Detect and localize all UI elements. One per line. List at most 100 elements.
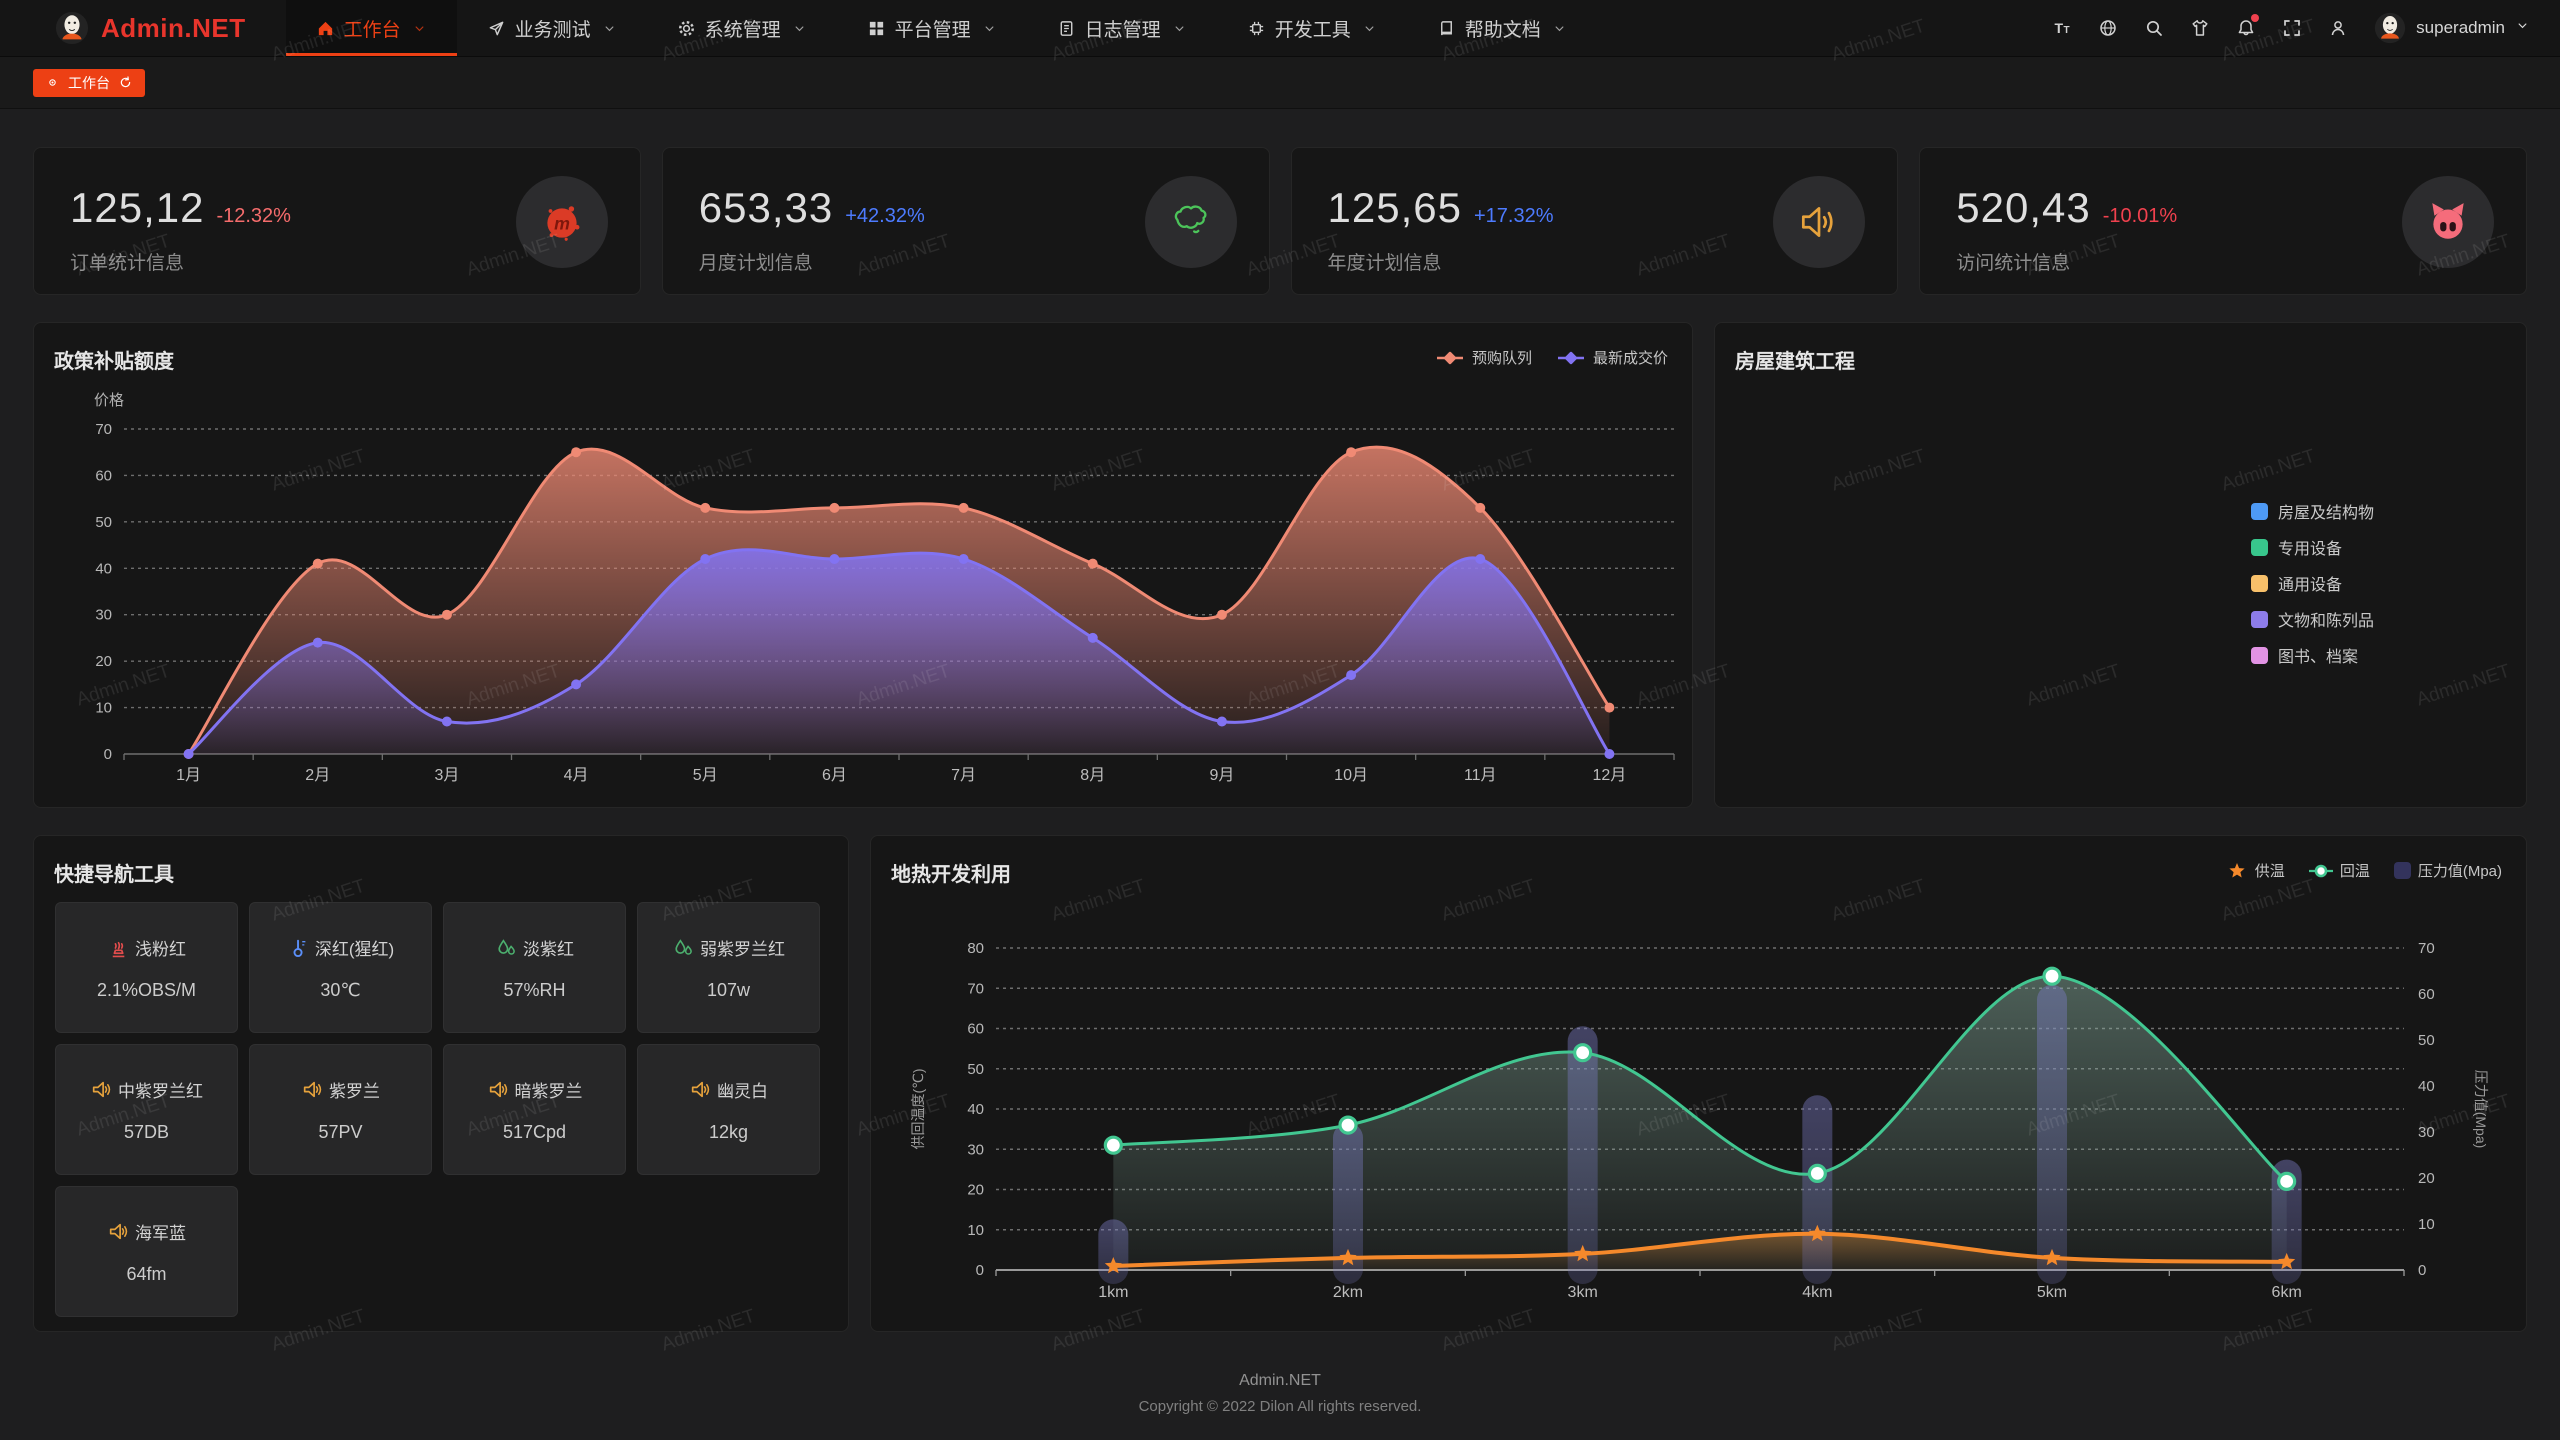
- geothermal-mixed-chart: 0 10 20 30 40 50 60 70 80 0 10 20 30 40 50 60 70 1km 2km 3k…: [910, 940, 2489, 1301]
- stat-card[interactable]: 125,65 +17.32% 年度计划信息: [1290, 147, 1899, 295]
- quick-nav-value: 30℃: [320, 979, 361, 1000]
- legend-item[interactable]: 压力值(Mpa): [2393, 860, 2502, 881]
- quick-nav-card[interactable]: 紫罗兰 57PV: [249, 1044, 432, 1175]
- stat-card[interactable]: 653,33 +42.32% 月度计划信息: [661, 147, 1270, 295]
- stat-label: 访问统计信息: [1956, 253, 2071, 274]
- nav-item-book[interactable]: 帮助文档: [1407, 0, 1597, 56]
- action-search[interactable]: [2136, 10, 2172, 46]
- legend-item[interactable]: 专用设备: [2251, 535, 2374, 559]
- stat-value: 125,65: [1327, 184, 1462, 231]
- legend-item[interactable]: 图书、档案: [2251, 643, 2374, 667]
- svg-text:40: 40: [2418, 1078, 2435, 1095]
- brand-name: Admin.NET: [101, 12, 246, 43]
- panel-subsidy-chart: 政策补贴额度 预购队列 最新成交价 0 10 20 30 40 50 60 70 1月 2月 3月 4月…: [33, 322, 1693, 808]
- nav-item-grid[interactable]: 平台管理: [837, 0, 1027, 56]
- nav-item-send[interactable]: 业务测试: [457, 0, 647, 56]
- legend-label: 预购队列: [1471, 350, 1532, 367]
- brand-logo[interactable]: Admin.NET: [0, 0, 286, 56]
- quick-nav-name: 淡紫红: [523, 939, 574, 959]
- panel-housing-chart: 房屋建筑工程 房屋及结构物 专用设备 通用设备 文物和陈列品 图书、档案: [1714, 322, 2527, 808]
- nav-item-gear[interactable]: 系统管理: [647, 0, 837, 56]
- action-language[interactable]: [2090, 10, 2126, 46]
- star-marker-icon: [2229, 862, 2245, 877]
- nav-item-home[interactable]: 工作台: [285, 0, 457, 56]
- bar-marker-icon: [2393, 862, 2411, 879]
- quick-nav-card[interactable]: 淡紫红 57%RH: [443, 902, 626, 1033]
- workbench-content: 125,12 -12.32% 订单统计信息 m 653,33 +42.32% 月度计划信息 1…: [0, 147, 2560, 1420]
- svg-text:供回温度(℃): 供回温度(℃): [910, 1068, 926, 1149]
- action-bell[interactable]: [2228, 10, 2264, 46]
- action-person[interactable]: [2320, 10, 2356, 46]
- svg-text:9月: 9月: [1209, 767, 1234, 784]
- legend-label: 最新成交价: [1592, 350, 1668, 367]
- charts-row-1: 政策补贴额度 预购队列 最新成交价 0 10 20 30 40 50 60 70 1月 2月 3月 4月…: [33, 322, 2527, 808]
- nav-item-label: 系统管理: [704, 19, 781, 41]
- panel-geothermal-chart: 地热开发利用 供温 回温 压力值(Mpa) 0 10 20 30 40 50 60 70 80 0 10…: [870, 835, 2527, 1332]
- quick-nav-card[interactable]: 幽灵白 12kg: [637, 1044, 820, 1175]
- stat-card[interactable]: 125,12 -12.32% 订单统计信息 m: [33, 147, 641, 295]
- quick-nav-card[interactable]: 暗紫罗兰 517Cpd: [443, 1044, 626, 1175]
- svg-text:50: 50: [2418, 1032, 2435, 1049]
- footer-brand: Admin.NET: [1239, 1372, 1321, 1389]
- person-icon: [2331, 21, 2345, 36]
- quick-nav-card[interactable]: 海军蓝 64fm: [55, 1186, 238, 1317]
- refresh-icon[interactable]: [118, 75, 133, 90]
- stat-delta: +17.32%: [1473, 205, 1554, 227]
- notification-badge: [2251, 14, 2260, 22]
- nav-item-log[interactable]: 日志管理: [1027, 0, 1217, 56]
- svg-text:60: 60: [95, 467, 112, 484]
- svg-text:3月: 3月: [434, 767, 459, 784]
- stat-icon-circle: [1773, 176, 1866, 268]
- legend-item[interactable]: 通用设备: [2251, 571, 2374, 595]
- svg-text:2月: 2月: [305, 767, 330, 784]
- quick-nav-name: 深红(猩红): [314, 939, 395, 959]
- quick-nav-card[interactable]: 弱紫罗兰红 107w: [637, 902, 820, 1033]
- stat-icon-circle: [1144, 176, 1237, 268]
- legend-item[interactable]: 文物和陈列品: [2251, 607, 2374, 631]
- svg-text:40: 40: [967, 1101, 984, 1118]
- nav-item-label: 开发工具: [1274, 19, 1351, 41]
- stat-card[interactable]: 520,43 -10.01% 访问统计信息: [1919, 147, 2527, 295]
- stat-delta: +42.32%: [845, 205, 925, 227]
- chevron-icon: [1365, 25, 1374, 31]
- svg-text:0: 0: [104, 746, 112, 763]
- quick-nav-value: 57DB: [123, 1121, 170, 1142]
- svg-text:20: 20: [967, 1182, 984, 1199]
- subsidy-legend: 预购队列 最新成交价: [1435, 347, 1668, 368]
- speaker-icon: [303, 1081, 322, 1097]
- legend-item[interactable]: 供温: [2226, 860, 2285, 881]
- speaker-icon: [109, 1223, 128, 1239]
- home-icon: [318, 21, 332, 35]
- tag-workbench[interactable]: 工作台: [33, 68, 145, 97]
- chevron-icon: [795, 25, 804, 31]
- quick-nav-card[interactable]: 中紫罗兰红 57DB: [55, 1044, 238, 1175]
- chevron-icon: [2518, 23, 2527, 29]
- svg-text:30: 30: [95, 607, 112, 624]
- search-icon: [2147, 20, 2163, 36]
- legend-item[interactable]: 预购队列: [1435, 347, 1532, 368]
- quick-nav-card[interactable]: 浅粉红 2.1%OBS/M: [55, 902, 238, 1033]
- svg-text:6月: 6月: [822, 767, 847, 784]
- fire-icon: [112, 941, 125, 957]
- svg-text:10: 10: [967, 1222, 984, 1239]
- legend-swatch: [2251, 574, 2268, 592]
- china-map-icon: [1174, 205, 1207, 234]
- nav-item-chip[interactable]: 开发工具: [1217, 0, 1407, 56]
- action-fullscreen[interactable]: [2274, 10, 2310, 46]
- quick-nav-card[interactable]: 深红(猩红) 30℃: [249, 902, 432, 1033]
- book-icon: [1440, 20, 1452, 35]
- legend-item[interactable]: 房屋及结构物: [2251, 499, 2374, 523]
- language-icon: [2100, 20, 2116, 36]
- legend-label: 文物和陈列品: [2278, 613, 2375, 630]
- refresh-icon: [120, 76, 131, 88]
- action-theme[interactable]: [2182, 10, 2218, 46]
- chevron-icon: [1555, 25, 1564, 31]
- svg-text:4km: 4km: [1802, 1284, 1832, 1301]
- quick-nav-name: 暗紫罗兰: [514, 1081, 583, 1101]
- legend-item[interactable]: 回温: [2308, 860, 2370, 881]
- legend-swatch: [2251, 502, 2268, 520]
- user-menu[interactable]: superadmin: [2374, 12, 2530, 44]
- legend-item[interactable]: 最新成交价: [1556, 347, 1668, 368]
